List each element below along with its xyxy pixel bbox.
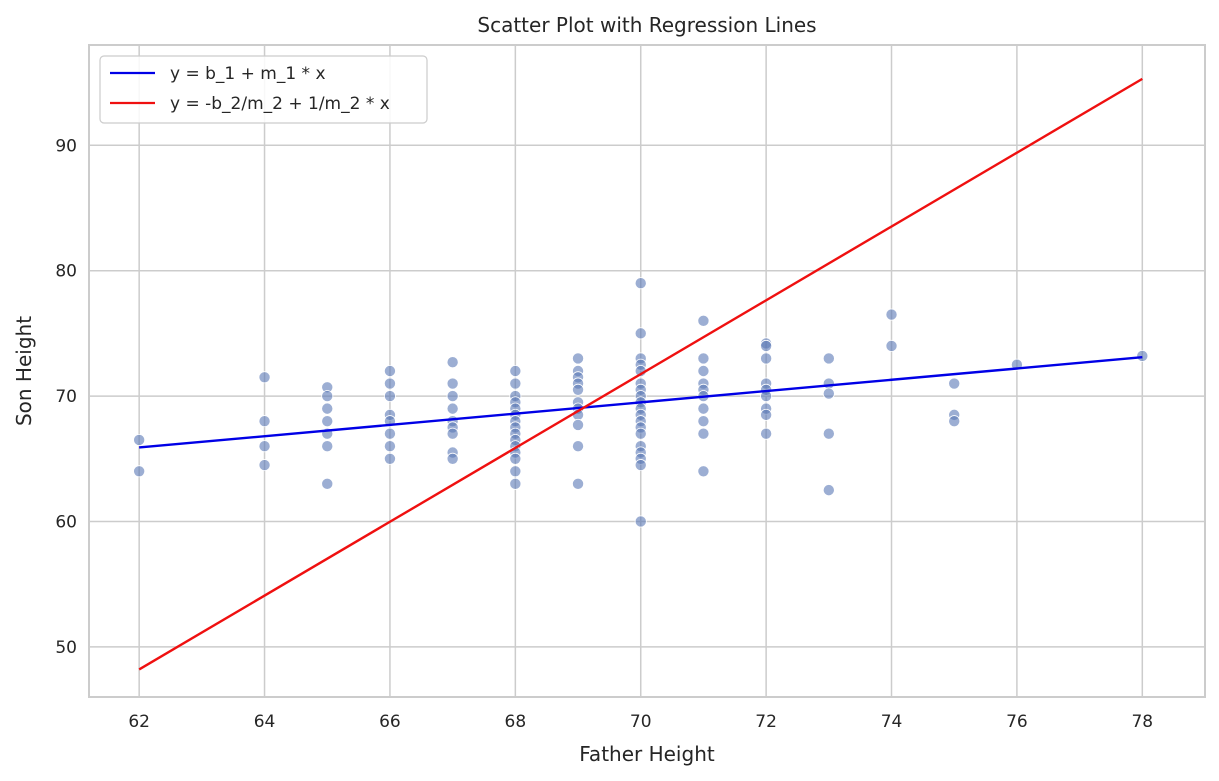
scatter-point [383, 390, 396, 403]
scatter-point [383, 452, 396, 465]
scatter-point [321, 390, 334, 403]
scatter-point [634, 459, 647, 472]
scatter-point [446, 356, 459, 369]
x-axis-label: Father Height [579, 742, 715, 766]
x-tick-label: 76 [1006, 712, 1028, 732]
x-tick-label: 66 [379, 712, 401, 732]
scatter-point [697, 402, 710, 415]
scatter-point [509, 452, 522, 465]
legend: y = b_1 + m_1 * x y = -b_2/m_2 + 1/m_2 *… [99, 55, 428, 124]
y-tick-label: 60 [55, 512, 77, 532]
scatter-point [321, 477, 334, 490]
scatter-point [948, 415, 961, 428]
scatter-point [446, 427, 459, 440]
plot-frame [88, 44, 1206, 698]
scatter-point [634, 427, 647, 440]
scatter-point [383, 377, 396, 390]
legend-label-1: y = b_1 + m_1 * x [170, 64, 326, 84]
scatter-point [258, 459, 271, 472]
scatter-point [321, 402, 334, 415]
scatter-point [885, 308, 898, 321]
y-tick-label: 70 [55, 387, 77, 407]
x-tick-label: 74 [881, 712, 903, 732]
scatter-point [822, 377, 835, 390]
legend-box [99, 55, 428, 124]
y-tick-label: 80 [55, 262, 77, 282]
scatter-point [509, 477, 522, 490]
scatter-point [133, 465, 146, 478]
scatter-point [258, 371, 271, 384]
y-tick-label: 50 [55, 638, 77, 658]
scatter-point [133, 433, 146, 446]
chart-title: Scatter Plot with Regression Lines [477, 13, 816, 37]
scatter-point [509, 364, 522, 377]
x-tick-label: 64 [254, 712, 276, 732]
scatter-point [697, 427, 710, 440]
regression-lines [138, 77, 1143, 671]
scatter-point [697, 352, 710, 365]
scatter-point [822, 484, 835, 497]
scatter-point [822, 387, 835, 400]
y-axis-label: Son Height [12, 316, 36, 426]
scatter-point [634, 515, 647, 528]
scatter-point [383, 364, 396, 377]
scatter-point [572, 418, 585, 431]
scatter-point [572, 383, 585, 396]
x-tick-label: 70 [630, 712, 652, 732]
scatter-point [634, 327, 647, 340]
legend-label-2: y = -b_2/m_2 + 1/m_2 * x [170, 94, 390, 114]
scatter-points [133, 277, 1149, 528]
x-tick-label: 78 [1131, 712, 1153, 732]
scatter-point [446, 390, 459, 403]
scatter-point [697, 364, 710, 377]
scatter-point [509, 377, 522, 390]
scatter-point [760, 408, 773, 421]
scatter-point [822, 352, 835, 365]
scatter-point [697, 465, 710, 478]
scatter-point [697, 314, 710, 327]
scatter-point [885, 339, 898, 352]
scatter-point [572, 477, 585, 490]
scatter-point [446, 377, 459, 390]
scatter-point [258, 440, 271, 453]
scatter-point [697, 415, 710, 428]
scatter-point [321, 440, 334, 453]
y-tick-label: 90 [55, 136, 77, 156]
scatter-point [446, 452, 459, 465]
scatter-point [321, 415, 334, 428]
scatter-point [446, 402, 459, 415]
scatter-point [572, 352, 585, 365]
scatter-point [760, 352, 773, 365]
scatter-point [572, 440, 585, 453]
scatter-point [822, 427, 835, 440]
scatter-point [948, 377, 961, 390]
tick-labels: 62 64 66 68 70 72 74 76 78 50 60 70 80 90 [55, 136, 1153, 732]
scatter-point [760, 339, 773, 352]
x-tick-label: 68 [505, 712, 527, 732]
x-tick-label: 72 [755, 712, 777, 732]
scatter-point [634, 277, 647, 290]
scatter-point [258, 415, 271, 428]
scatter-point [383, 440, 396, 453]
scatter-point [1136, 349, 1149, 362]
scatter-point [383, 427, 396, 440]
scatter-point [509, 465, 522, 478]
scatter-point [760, 427, 773, 440]
x-tick-label: 62 [128, 712, 150, 732]
regression-line-1 [139, 356, 1143, 449]
regression-line-2 [138, 77, 1143, 671]
